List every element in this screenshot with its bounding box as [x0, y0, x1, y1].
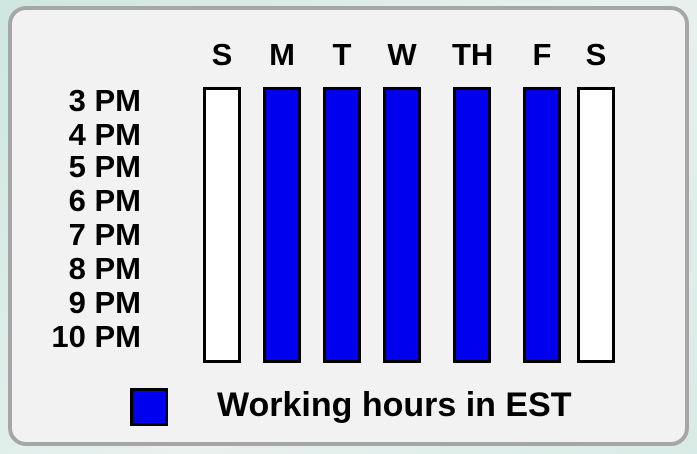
- day-label: T: [332, 37, 352, 72]
- time-label: 8 PM: [68, 251, 141, 286]
- working-day-bar: [383, 87, 421, 363]
- time-label: 3 PM: [68, 83, 141, 118]
- day-label: W: [387, 37, 417, 72]
- time-label: 6 PM: [68, 183, 141, 218]
- time-label: 4 PM: [68, 117, 141, 152]
- legend-swatch: [130, 388, 168, 426]
- working-day-bar: [523, 87, 561, 363]
- time-label: 10 PM: [51, 319, 141, 354]
- off-day-bar: [577, 87, 615, 363]
- time-label: 7 PM: [68, 217, 141, 252]
- legend-label: Working hours in EST: [217, 386, 572, 424]
- time-label: 5 PM: [68, 149, 141, 184]
- off-day-bar: [203, 87, 241, 363]
- working-day-bar: [323, 87, 361, 363]
- working-day-bar: [453, 87, 491, 363]
- day-label: S: [585, 37, 607, 72]
- time-label: 9 PM: [68, 285, 141, 320]
- day-label: TH: [452, 37, 494, 72]
- day-label: M: [269, 37, 295, 72]
- day-label: F: [532, 37, 552, 72]
- day-label: S: [211, 37, 233, 72]
- schedule-card: S M T W TH F S 3 PM 4 PM 5 PM 6 PM 7 PM 8 PM 9 PM 10 …: [8, 6, 689, 446]
- working-day-bar: [263, 87, 301, 363]
